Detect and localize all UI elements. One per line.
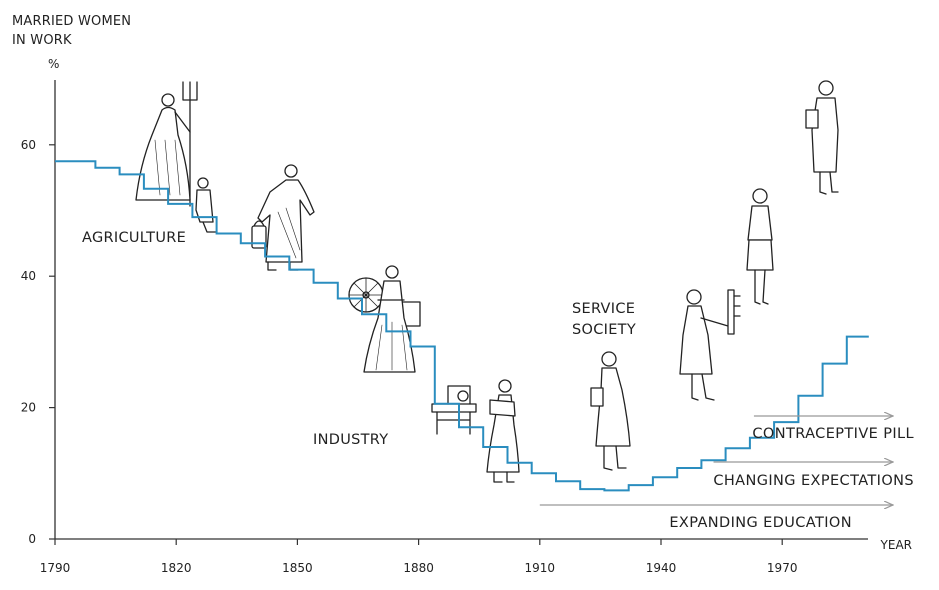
era-label-agriculture: AGRICULTURE bbox=[82, 230, 186, 246]
x-tick-label: 1940 bbox=[646, 561, 677, 575]
businesswoman-icon bbox=[805, 80, 839, 195]
y-tick-label: 40 bbox=[21, 269, 36, 283]
y-axis-title-line-2: IN WORK bbox=[12, 33, 72, 48]
milkmaid-with-bucket-icon bbox=[251, 164, 315, 271]
y-axis-title: MARRIED WOMEN IN WORK bbox=[12, 12, 131, 50]
office-clerk-icon bbox=[590, 351, 631, 471]
x-axis-title: YEAR bbox=[880, 538, 912, 552]
x-tick-label: 1820 bbox=[161, 561, 192, 575]
era-label-society: SOCIETY bbox=[572, 322, 636, 338]
secretary-icon bbox=[746, 188, 774, 305]
x-tick-label: 1850 bbox=[282, 561, 313, 575]
era-label-industry: INDUSTRY bbox=[313, 432, 388, 448]
child-figure-icon bbox=[195, 177, 217, 233]
y-tick-label: 60 bbox=[21, 138, 36, 152]
trend-label: EXPANDING EDUCATION bbox=[669, 515, 852, 531]
era-label-service: SERVICE bbox=[572, 301, 635, 317]
x-tick-label: 1910 bbox=[525, 561, 556, 575]
spinner-with-spinning-wheel-icon bbox=[348, 265, 421, 373]
trend-label: CONTRACEPTIVE PILL bbox=[752, 426, 914, 442]
sewing-machine-icon bbox=[431, 385, 477, 435]
y-tick-label: 20 bbox=[21, 401, 36, 415]
switchboard-operator-icon bbox=[679, 289, 741, 401]
employment-step-line bbox=[55, 160, 869, 492]
x-tick-label: 1790 bbox=[40, 561, 71, 575]
y-axis-unit: % bbox=[48, 57, 60, 71]
seamstress-figure-icon bbox=[486, 379, 520, 483]
y-axis-title-line-1: MARRIED WOMEN bbox=[12, 14, 132, 29]
x-tick-label: 1880 bbox=[403, 561, 434, 575]
y-tick-label: 0 bbox=[28, 532, 36, 546]
farm-woman-with-pitchfork-icon bbox=[135, 81, 198, 207]
trend-label: CHANGING EXPECTATIONS bbox=[713, 473, 914, 489]
x-tick-label: 1970 bbox=[767, 561, 798, 575]
